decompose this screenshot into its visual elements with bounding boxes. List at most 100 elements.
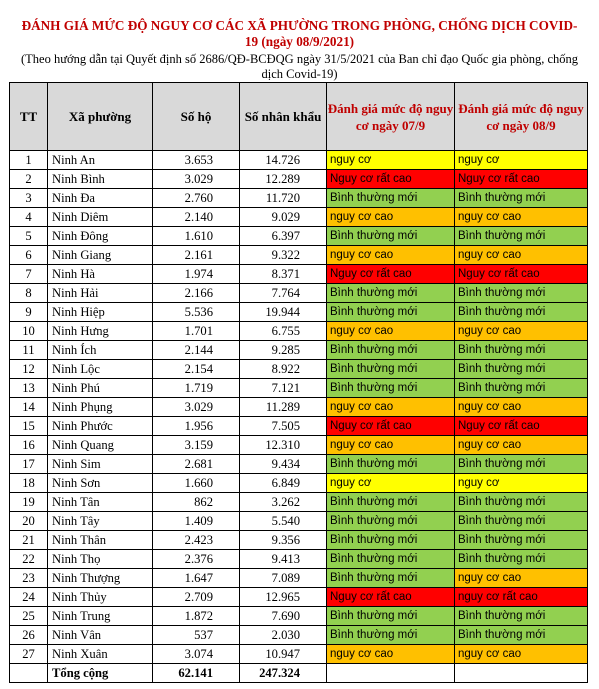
cell-risk-0809: Bình thường mới [454, 625, 588, 645]
cell-people: 9.413 [239, 549, 327, 569]
cell-people: 7.089 [239, 568, 327, 588]
cell-risk-0709: nguy cơ cao [326, 644, 455, 664]
cell-risk-0709: Bình thường mới [326, 359, 455, 379]
cell-people: 9.322 [239, 245, 327, 265]
cell-risk-0809: Nguy cơ rất cao [454, 264, 588, 284]
cell-tt: 7 [9, 264, 48, 284]
cell-commune: Ninh Xuân [47, 644, 153, 664]
cell-households: 2.709 [152, 587, 240, 607]
cell-tt: 4 [9, 207, 48, 227]
cell-people: 6.849 [239, 473, 327, 493]
cell-tt: 3 [9, 188, 48, 208]
cell-risk-0809: Bình thường mới [454, 454, 588, 474]
cell-commune: Ninh Phước [47, 416, 153, 436]
cell-tt: 19 [9, 492, 48, 512]
cell-commune: Ninh Hà [47, 264, 153, 284]
cell-risk-0809: Bình thường mới [454, 302, 588, 322]
cell-people: 14.726 [239, 150, 327, 170]
cell-tt: 17 [9, 454, 48, 474]
cell-tt: 24 [9, 587, 48, 607]
cell-risk-0809: nguy cơ [454, 150, 588, 170]
cell-households: 2.166 [152, 283, 240, 303]
table-row: 21 Ninh Thân 2.423 9.356 Bình thường mới Bình… [9, 530, 588, 550]
cell-people: 12.965 [239, 587, 327, 607]
cell-people: 9.285 [239, 340, 327, 360]
cell-risk-0809: nguy cơ cao [454, 207, 588, 227]
table-row: 13 Ninh Phú 1.719 7.121 Bình thường mới Bình … [9, 378, 588, 398]
cell-risk-0709: Bình thường mới [326, 188, 455, 208]
cell-households: 1.974 [152, 264, 240, 284]
table-row: 14 Ninh Phụng 3.029 11.289 nguy cơ cao nguy c… [9, 397, 588, 417]
cell-households: 1.647 [152, 568, 240, 588]
cell-risk-0809: Bình thường mới [454, 359, 588, 379]
cell-households: 3.029 [152, 397, 240, 417]
cell-commune: Ninh Phú [47, 378, 153, 398]
cell-households: 2.681 [152, 454, 240, 474]
cell-households: 2.760 [152, 188, 240, 208]
cell-risk-0709: Bình thường mới [326, 625, 455, 645]
cell-risk-0809: nguy cơ cao [454, 321, 588, 341]
table-row: 1 Ninh An 3.653 14.726 nguy cơ nguy cơ [9, 150, 588, 170]
cell-people: 3.262 [239, 492, 327, 512]
cell-people: 2.030 [239, 625, 327, 645]
cell-tt: 14 [9, 397, 48, 417]
cell-households: 3.074 [152, 644, 240, 664]
cell-risk-0709: Nguy cơ rất cao [326, 587, 455, 607]
cell-people: 10.947 [239, 644, 327, 664]
cell-commune: Ninh Trung [47, 606, 153, 626]
cell-people: 9.029 [239, 207, 327, 227]
cell-risk-0809: nguy cơ cao [454, 644, 588, 664]
table-row: 16 Ninh Quang 3.159 12.310 nguy cơ cao nguy c… [9, 435, 588, 455]
cell-tt: 20 [9, 511, 48, 531]
cell-risk-0709: nguy cơ cao [326, 397, 455, 417]
cell-commune: Ninh Hiệp [47, 302, 153, 322]
cell-households: 3.159 [152, 435, 240, 455]
cell-risk-0709: Nguy cơ rất cao [326, 416, 455, 436]
cell-households: 1.701 [152, 321, 240, 341]
header-commune: Xã phường [47, 82, 153, 151]
table-row: 18 Ninh Sơn 1.660 6.849 nguy cơ nguy cơ [9, 473, 588, 493]
cell-risk-0809: Bình thường mới [454, 378, 588, 398]
total-label: Tổng cộng [47, 663, 153, 683]
cell-risk-0709: nguy cơ cao [326, 435, 455, 455]
cell-risk-0809: nguy cơ [454, 473, 588, 493]
cell-risk-0709: Nguy cơ rất cao [326, 169, 455, 189]
total-people: 247.324 [239, 663, 327, 683]
cell-risk-0809: Bình thường mới [454, 530, 588, 550]
cell-households: 1.409 [152, 511, 240, 531]
cell-risk-0709: Bình thường mới [326, 302, 455, 322]
cell-people: 12.310 [239, 435, 327, 455]
cell-people: 11.289 [239, 397, 327, 417]
cell-households: 2.423 [152, 530, 240, 550]
cell-tt: 9 [9, 302, 48, 322]
cell-tt: 22 [9, 549, 48, 569]
cell-tt: 21 [9, 530, 48, 550]
cell-risk-0809: nguy cơ rất cao [454, 587, 588, 607]
cell-people: 7.121 [239, 378, 327, 398]
cell-people: 5.540 [239, 511, 327, 531]
cell-commune: Ninh Thủy [47, 587, 153, 607]
table-row: 10 Ninh Hưng 1.701 6.755 nguy cơ cao nguy cơ … [9, 321, 588, 341]
cell-people: 6.397 [239, 226, 327, 246]
cell-people: 6.755 [239, 321, 327, 341]
cell-tt: 8 [9, 283, 48, 303]
cell-people: 7.764 [239, 283, 327, 303]
table-row: 4 Ninh Diêm 2.140 9.029 nguy cơ cao nguy cơ c… [9, 207, 588, 227]
cell-tt: 11 [9, 340, 48, 360]
cell-risk-0809: Bình thường mới [454, 549, 588, 569]
table-row: 19 Ninh Tân 862 3.262 Bình thường mới Bình th… [9, 492, 588, 512]
cell-risk-0709: Bình thường mới [326, 454, 455, 474]
cell-risk-0709: Bình thường mới [326, 492, 455, 512]
table-row: 3 Ninh Đa 2.760 11.720 Bình thường mới Bình t… [9, 188, 588, 208]
cell-households: 5.536 [152, 302, 240, 322]
cell-risk-0709: Bình thường mới [326, 226, 455, 246]
cell-risk-0809: nguy cơ cao [454, 245, 588, 265]
cell-households: 2.140 [152, 207, 240, 227]
cell-tt: 18 [9, 473, 48, 493]
cell-risk-0809: Nguy cơ rất cao [454, 169, 588, 189]
cell-people: 19.944 [239, 302, 327, 322]
cell-risk-0809: nguy cơ cao [454, 435, 588, 455]
cell-people: 9.356 [239, 530, 327, 550]
total-risk-0709 [326, 663, 455, 683]
table-row: 8 Ninh Hải 2.166 7.764 Bình thường mới Bình t… [9, 283, 588, 303]
